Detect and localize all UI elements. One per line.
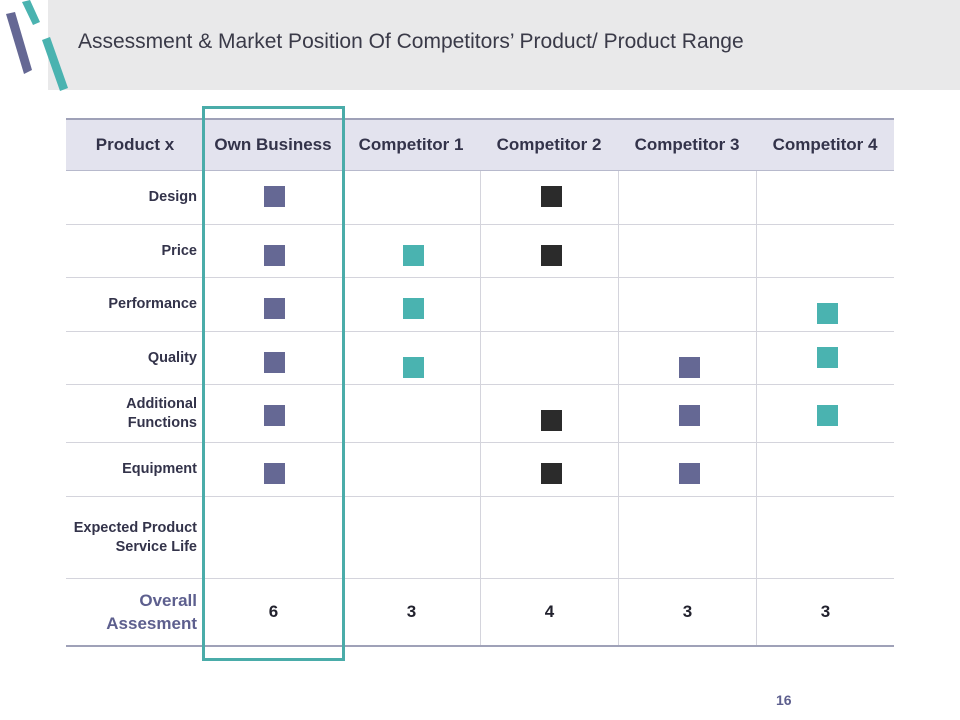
cell-performance-competitor-4 <box>756 278 894 332</box>
score-competitor-1: 3 <box>342 579 480 645</box>
header-competitor-3: Competitor 3 <box>618 118 756 171</box>
score-competitor-4: 3 <box>756 579 894 645</box>
row-label-additional-functions: Additional Functions <box>66 385 204 443</box>
teal-rating-square <box>817 303 838 324</box>
purple-rating-square <box>264 352 285 373</box>
score-competitor-3: 3 <box>618 579 756 645</box>
cell-quality-competitor-4 <box>756 332 894 385</box>
cell-service-life-competitor-3 <box>618 497 756 579</box>
teal-rating-square <box>817 347 838 368</box>
row-label-expected-service-life: Expected Product Service Life <box>66 497 204 579</box>
own-business-highlight-frame <box>202 106 345 661</box>
cell-equipment-competitor-1 <box>342 443 480 497</box>
slide-title: Assessment & Market Position Of Competit… <box>78 30 744 53</box>
cell-additional-functions-competitor-4 <box>756 385 894 443</box>
header-competitor-4: Competitor 4 <box>756 118 894 171</box>
cell-design-competitor-4 <box>756 171 894 225</box>
cell-design-competitor-1 <box>342 171 480 225</box>
cell-service-life-competitor-4 <box>756 497 894 579</box>
purple-rating-square <box>264 405 285 426</box>
teal-rating-square <box>403 357 424 378</box>
cell-additional-functions-competitor-2 <box>480 385 618 443</box>
cell-price-competitor-2 <box>480 225 618 278</box>
header-product-x: Product x <box>66 118 204 171</box>
cell-quality-competitor-2 <box>480 332 618 385</box>
purple-rating-square <box>264 186 285 207</box>
teal-rating-square <box>403 298 424 319</box>
purple-rating-square <box>264 298 285 319</box>
cell-service-life-competitor-2 <box>480 497 618 579</box>
cell-performance-competitor-3 <box>618 278 756 332</box>
row-label-equipment: Equipment <box>66 443 204 497</box>
cell-performance-competitor-1 <box>342 278 480 332</box>
header-competitor-2: Competitor 2 <box>480 118 618 171</box>
purple-rating-square <box>264 245 285 266</box>
cell-equipment-competitor-2 <box>480 443 618 497</box>
row-label-quality: Quality <box>66 332 204 385</box>
cell-additional-functions-competitor-3 <box>618 385 756 443</box>
cell-equipment-competitor-3 <box>618 443 756 497</box>
overall-assessment-label: Overall Assesment <box>106 591 197 633</box>
row-label-design: Design <box>66 171 204 225</box>
purple-rating-square <box>679 405 700 426</box>
header-band <box>48 0 960 90</box>
cell-service-life-competitor-1 <box>342 497 480 579</box>
black-rating-square <box>541 245 562 266</box>
teal-rating-square <box>817 405 838 426</box>
teal-rating-square <box>403 245 424 266</box>
row-label-performance: Performance <box>66 278 204 332</box>
cell-equipment-competitor-4 <box>756 443 894 497</box>
black-rating-square <box>541 463 562 484</box>
cell-design-competitor-2 <box>480 171 618 225</box>
assessment-table: Product x Own Business Competitor 1 Comp… <box>66 118 894 647</box>
cell-performance-competitor-2 <box>480 278 618 332</box>
black-rating-square <box>541 410 562 431</box>
cell-price-competitor-1 <box>342 225 480 278</box>
row-label-price: Price <box>66 225 204 278</box>
assessment-grid: Product x Own Business Competitor 1 Comp… <box>66 118 894 647</box>
cell-additional-functions-competitor-1 <box>342 385 480 443</box>
header-competitor-1: Competitor 1 <box>342 118 480 171</box>
purple-rating-square <box>679 463 700 484</box>
cell-quality-competitor-3 <box>618 332 756 385</box>
decorative-stripes-icon <box>6 0 68 91</box>
purple-rating-square <box>679 357 700 378</box>
cell-price-competitor-3 <box>618 225 756 278</box>
cell-quality-competitor-1 <box>342 332 480 385</box>
cell-price-competitor-4 <box>756 225 894 278</box>
page-number: 16 <box>776 692 792 708</box>
cell-design-competitor-3 <box>618 171 756 225</box>
header-own-business: Own Business <box>204 118 342 171</box>
purple-rating-square <box>264 463 285 484</box>
black-rating-square <box>541 186 562 207</box>
score-competitor-2: 4 <box>480 579 618 645</box>
